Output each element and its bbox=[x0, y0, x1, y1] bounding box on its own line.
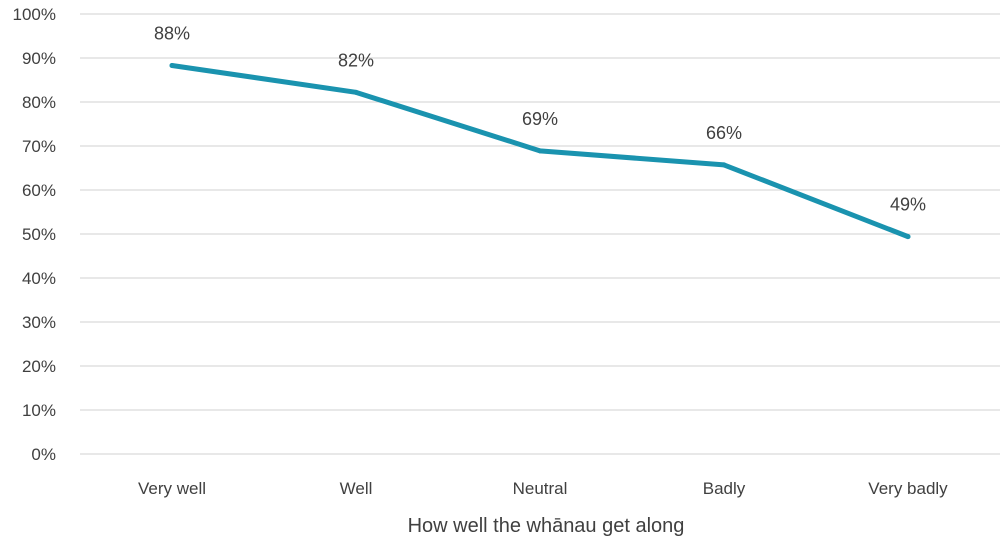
x-category-label: Very badly bbox=[868, 479, 948, 498]
y-tick-label: 80% bbox=[22, 93, 56, 112]
data-label: 88% bbox=[154, 23, 190, 43]
y-tick-label: 20% bbox=[22, 357, 56, 376]
y-tick-label: 50% bbox=[22, 225, 56, 244]
x-axis-category-labels: Very well Well Neutral Badly Very badly bbox=[138, 479, 948, 498]
data-label: 66% bbox=[706, 123, 742, 143]
data-point bbox=[353, 89, 359, 95]
y-tick-label: 60% bbox=[22, 181, 56, 200]
x-axis-title: How well the whānau get along bbox=[408, 515, 685, 537]
y-tick-label: 100% bbox=[13, 5, 56, 24]
x-category-label: Badly bbox=[703, 479, 746, 498]
y-tick-label: 30% bbox=[22, 313, 56, 332]
y-tick-label: 90% bbox=[22, 49, 56, 68]
x-category-label: Neutral bbox=[513, 479, 568, 498]
x-category-label: Very well bbox=[138, 479, 206, 498]
data-label: 82% bbox=[338, 50, 374, 70]
data-labels: 88% 82% 69% 66% 49% bbox=[154, 23, 926, 214]
data-point bbox=[905, 234, 911, 240]
data-label: 69% bbox=[522, 109, 558, 129]
data-label: 49% bbox=[890, 195, 926, 215]
gridlines bbox=[80, 13, 1000, 455]
data-point bbox=[537, 148, 543, 154]
y-tick-label: 10% bbox=[22, 401, 56, 420]
y-tick-label: 40% bbox=[22, 269, 56, 288]
y-axis-tick-labels: 0% 10% 20% 30% 40% 50% 60% 70% 80% 90% 100% bbox=[13, 5, 56, 464]
data-point bbox=[169, 62, 175, 68]
series-line-group bbox=[169, 62, 911, 240]
data-point bbox=[721, 162, 727, 168]
x-category-label: Well bbox=[340, 479, 373, 498]
y-tick-label: 0% bbox=[31, 445, 56, 464]
y-tick-label: 70% bbox=[22, 137, 56, 156]
